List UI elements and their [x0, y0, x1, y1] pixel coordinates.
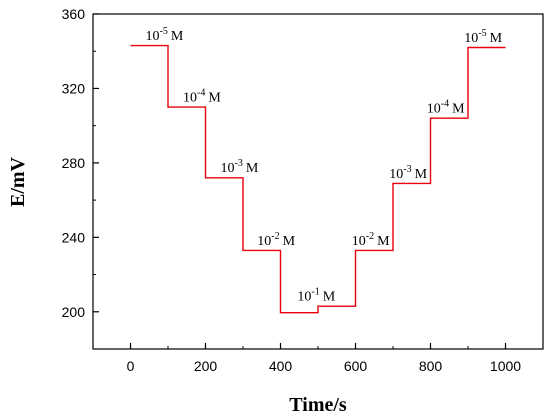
x-axis-ticks: 0 200 400 600 800 1000	[92, 343, 544, 374]
annotation-base: 10	[464, 31, 478, 46]
annotation-base: 10	[352, 234, 366, 249]
annotation-exponent: -4	[441, 99, 449, 110]
annotation-base: 10	[297, 290, 311, 305]
x-tick-label: 400	[269, 358, 293, 374]
annotation-base: 10	[427, 102, 441, 117]
annotation-exponent: -1	[311, 287, 319, 298]
annotation-unit: M	[323, 290, 336, 305]
y-axis-title: E/mV	[7, 156, 29, 207]
annotation-base: 10	[257, 234, 271, 249]
y-axis-ticks: 200 240 280 320 360	[62, 6, 99, 350]
annotation-exponent: -3	[235, 158, 243, 169]
y-tick-label: 360	[62, 6, 86, 22]
x-tick-label: 800	[419, 358, 443, 374]
step-annotation: 10-4 M	[427, 99, 465, 117]
annotation-exponent: -5	[478, 28, 486, 39]
annotation-base: 10	[221, 161, 235, 176]
annotation-exponent: -5	[160, 26, 168, 37]
plot-frame	[92, 13, 544, 350]
annotation-unit: M	[246, 161, 259, 176]
annotation-unit: M	[283, 234, 296, 249]
y-tick-label: 240	[62, 229, 86, 245]
step-annotation: 10-2 M	[257, 231, 295, 249]
step-annotation: 10-5 M	[464, 28, 502, 46]
annotation-base: 10	[146, 29, 160, 44]
annotation-exponent: -2	[271, 231, 279, 242]
annotation-exponent: -3	[403, 164, 411, 175]
x-axis-title: Time/s	[289, 394, 347, 416]
annotation-unit: M	[171, 29, 184, 44]
annotation-unit: M	[377, 234, 390, 249]
y-tick-label: 280	[62, 155, 86, 171]
annotation-base: 10	[389, 167, 403, 182]
x-tick-label: 600	[344, 358, 368, 374]
step-annotations: 10-5 M10-4 M10-3 M10-2 M10-1 M10-2 M10-3 M10-4 M…	[146, 26, 503, 305]
step-annotation: 10-3 M	[221, 158, 259, 176]
x-tick-label: 1000	[490, 358, 521, 374]
series-group	[130, 44, 506, 314]
step-annotation: 10-2 M	[352, 231, 390, 249]
step-annotation: 10-4 M	[183, 87, 221, 105]
annotation-unit: M	[415, 167, 428, 182]
y-tick-label: 320	[62, 80, 86, 96]
step-annotation: 10-5 M	[146, 26, 184, 44]
x-tick-label: 0	[127, 358, 135, 374]
annotation-unit: M	[490, 31, 503, 46]
annotation-base: 10	[183, 90, 197, 105]
annotation-exponent: -2	[366, 231, 374, 242]
annotation-unit: M	[452, 102, 465, 117]
x-tick-label: 200	[194, 358, 218, 374]
series-line	[130, 44, 506, 314]
step-annotation: 10-1 M	[297, 287, 335, 305]
annotation-unit: M	[208, 90, 221, 105]
step-annotation: 10-3 M	[389, 164, 427, 182]
annotation-exponent: -4	[197, 87, 205, 98]
y-tick-label: 200	[62, 304, 86, 320]
